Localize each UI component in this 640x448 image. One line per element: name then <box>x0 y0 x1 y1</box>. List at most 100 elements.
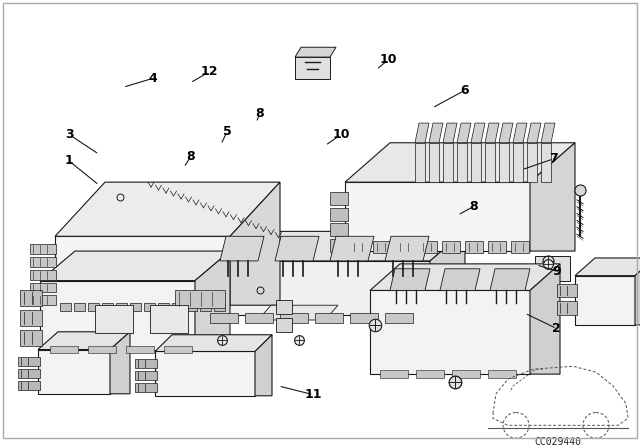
Text: 8: 8 <box>469 200 478 213</box>
Polygon shape <box>471 123 485 143</box>
Polygon shape <box>110 332 130 394</box>
Bar <box>415 143 425 182</box>
Bar <box>186 303 197 311</box>
Bar <box>295 57 330 79</box>
Polygon shape <box>530 143 575 251</box>
Bar <box>20 290 42 306</box>
Bar <box>557 301 577 315</box>
Polygon shape <box>55 182 280 236</box>
Bar <box>88 303 99 311</box>
Text: 2: 2 <box>552 322 561 335</box>
Text: 8: 8 <box>186 150 195 163</box>
Polygon shape <box>345 182 530 251</box>
Bar <box>200 303 211 311</box>
Bar <box>429 143 439 182</box>
Polygon shape <box>330 236 374 261</box>
Polygon shape <box>385 236 429 261</box>
Text: 4: 4 <box>148 72 157 85</box>
Bar <box>172 303 183 311</box>
Bar <box>126 345 154 353</box>
Bar <box>457 143 467 182</box>
Bar <box>95 305 133 333</box>
Bar <box>164 345 192 353</box>
Text: 8: 8 <box>255 108 264 121</box>
Bar <box>485 143 495 182</box>
Polygon shape <box>440 269 480 290</box>
Polygon shape <box>220 236 264 261</box>
Polygon shape <box>55 236 230 305</box>
Bar <box>330 208 348 220</box>
Bar <box>442 241 460 253</box>
Polygon shape <box>485 123 499 143</box>
Bar <box>557 284 577 297</box>
Bar <box>175 290 225 308</box>
Polygon shape <box>443 123 457 143</box>
Bar <box>280 313 308 323</box>
Polygon shape <box>490 269 530 290</box>
Bar <box>130 303 141 311</box>
Bar <box>452 370 480 378</box>
Text: 10: 10 <box>380 53 397 66</box>
Polygon shape <box>40 280 195 349</box>
Polygon shape <box>499 123 513 143</box>
Bar <box>416 370 444 378</box>
Polygon shape <box>38 332 130 349</box>
Polygon shape <box>155 335 272 352</box>
Bar <box>373 241 391 253</box>
Bar <box>20 310 42 326</box>
Bar <box>276 318 292 332</box>
Text: CC029440: CC029440 <box>534 437 582 447</box>
Bar <box>385 313 413 323</box>
Bar <box>50 345 78 353</box>
Polygon shape <box>200 261 430 315</box>
Text: 10: 10 <box>332 128 350 141</box>
Bar <box>214 303 225 311</box>
Polygon shape <box>457 123 471 143</box>
Bar <box>488 241 506 253</box>
Bar <box>30 244 56 254</box>
Polygon shape <box>275 236 319 261</box>
Polygon shape <box>370 264 560 290</box>
Bar <box>135 359 157 368</box>
Bar <box>135 371 157 380</box>
Polygon shape <box>513 123 527 143</box>
Bar <box>245 313 273 323</box>
Bar <box>330 239 348 252</box>
Bar <box>88 345 116 353</box>
Bar <box>499 143 509 182</box>
Bar <box>443 143 453 182</box>
Polygon shape <box>155 352 255 396</box>
Bar <box>330 192 348 205</box>
Bar <box>471 143 481 182</box>
Bar <box>18 358 40 366</box>
Bar <box>74 303 85 311</box>
Bar <box>380 370 408 378</box>
Bar <box>144 303 155 311</box>
Polygon shape <box>370 290 530 374</box>
Bar <box>158 303 169 311</box>
Bar <box>30 270 56 280</box>
Bar <box>18 369 40 378</box>
Polygon shape <box>258 305 338 320</box>
Bar <box>350 313 378 323</box>
Bar <box>541 143 551 182</box>
Bar <box>315 313 343 323</box>
Bar <box>102 303 113 311</box>
Bar <box>30 257 56 267</box>
Polygon shape <box>430 231 465 315</box>
Bar <box>527 143 537 182</box>
Bar <box>30 283 56 293</box>
Bar <box>350 241 368 253</box>
Polygon shape <box>38 349 110 394</box>
Polygon shape <box>530 264 560 374</box>
Polygon shape <box>295 47 336 57</box>
Text: 1: 1 <box>65 155 74 168</box>
Polygon shape <box>527 123 541 143</box>
Polygon shape <box>230 182 280 305</box>
Polygon shape <box>535 256 570 280</box>
Bar <box>30 295 56 305</box>
Bar <box>488 370 516 378</box>
Text: 7: 7 <box>549 152 558 165</box>
Bar <box>330 224 348 236</box>
Bar <box>513 143 523 182</box>
